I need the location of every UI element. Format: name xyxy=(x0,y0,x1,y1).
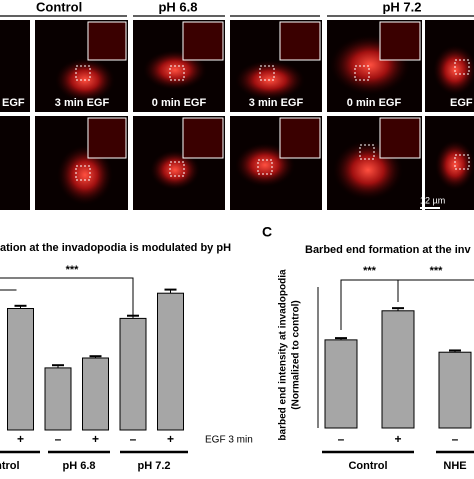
bar xyxy=(44,367,72,431)
bar xyxy=(82,357,109,431)
significance: *** xyxy=(66,264,80,276)
bar xyxy=(438,351,472,429)
scale-bar-label: 12 µm xyxy=(420,195,445,205)
group-label: ontrol xyxy=(0,460,20,472)
group-label: pH 7.2 xyxy=(137,460,170,472)
image-label: 3 min EGF xyxy=(249,97,304,109)
x-tick-label: + xyxy=(17,432,24,446)
group-label: pH 6.8 xyxy=(62,460,95,472)
bar xyxy=(119,317,147,431)
x-tick-label: – xyxy=(452,432,459,446)
bar xyxy=(7,308,34,431)
row-label: EGF 3 min xyxy=(205,435,253,446)
x-tick-label: + xyxy=(394,432,401,446)
y-axis-label: (Normalized to control) xyxy=(291,300,302,409)
image-label: EGF xyxy=(450,97,473,109)
x-tick-label: – xyxy=(55,432,62,446)
header: pH 7.2 xyxy=(382,0,421,14)
x-tick-label: – xyxy=(338,432,345,446)
significance: *** xyxy=(430,265,444,277)
x-tick-label: + xyxy=(92,432,99,446)
bar xyxy=(381,310,415,429)
group-label: NHE xyxy=(443,460,466,472)
sig-bracket xyxy=(397,279,474,302)
image-label: EGF xyxy=(2,97,25,109)
sig-bracket xyxy=(0,277,134,318)
image-label: 0 min EGF xyxy=(152,97,207,109)
group-label: Control xyxy=(348,460,387,472)
y-axis-label: barbed end intensity at invadopodia xyxy=(278,269,289,441)
image-label: 3 min EGF xyxy=(55,97,110,109)
x-tick-label: – xyxy=(130,432,137,446)
micrographs: EGF 3 min EGF 0 min EGF 3 min EGF 0 min … xyxy=(0,20,474,210)
image-label: 0 min EGF xyxy=(347,97,402,109)
chart-title: Barbed end formation at the inv xyxy=(305,244,472,256)
bar xyxy=(157,292,184,431)
significance: *** xyxy=(363,265,377,277)
x-tick-label: + xyxy=(167,432,174,446)
chart-title: ation at the invadopodia is modulated by… xyxy=(0,242,231,254)
header: Control xyxy=(36,0,82,14)
bar xyxy=(324,339,358,429)
header: pH 6.8 xyxy=(158,0,197,14)
panel-label: C xyxy=(262,224,272,240)
